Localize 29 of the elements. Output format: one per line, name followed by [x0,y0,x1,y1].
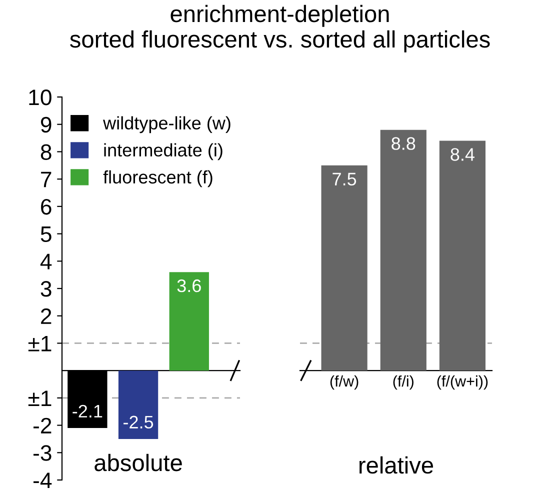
data-label: -2.1 [72,404,102,418]
y-tick-label: -3 [34,445,52,461]
y-tick-label: 7 [41,172,52,188]
y-tick-label: 10 [29,90,52,106]
y-tick-label: 5 [40,226,52,242]
x-tick-label: (f/w) [330,375,358,390]
data-label: 8.8 [392,137,416,150]
y-tick-label: ±1 [28,390,52,406]
data-label: 3.6 [177,279,201,292]
x-axis-title: relative [360,456,434,474]
data-label: -2.5 [124,416,154,429]
y-tick-label: -2 [34,418,52,434]
y-tick-label: 6 [41,198,52,215]
x-tick-label: (f/(w+i)) [437,375,488,390]
y-tick-label: -4 [34,472,52,488]
x-tick-label: (f/i) [393,375,414,390]
x-axis-title: absolute [94,454,182,472]
chart-title: enrichment-depletion sorted fluorescent vs. sorted all particles [70,4,490,52]
y-tick-label: 3 [40,281,52,297]
data-label: 7.5 [332,172,356,186]
y-tick-label: 2 [41,308,52,324]
legend-label: fluorescent (f) [103,170,212,188]
y-tick-label: 8 [40,144,52,160]
legend-label: intermediate (i) [104,143,222,160]
y-tick-label: 9 [40,116,52,133]
data-label: 8.4 [450,148,474,161]
y-tick-label: ±1 [28,336,52,352]
y-tick-label: 4 [40,254,52,270]
legend-label: wildtype-like (w) [103,116,230,134]
